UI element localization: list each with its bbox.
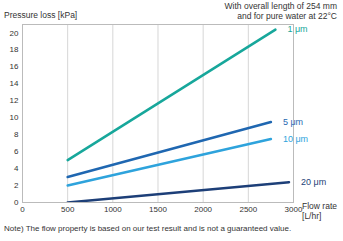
- svg-text:1500: 1500: [149, 205, 167, 214]
- svg-text:20: 20: [10, 29, 19, 38]
- svg-text:2500: 2500: [239, 205, 257, 214]
- svg-text:1000: 1000: [104, 205, 122, 214]
- svg-text:10: 10: [10, 113, 19, 122]
- svg-text:4: 4: [14, 164, 19, 173]
- svg-text:0: 0: [20, 205, 25, 214]
- html-text:Flow rate [L/hr]: Flow rate [L/hr]: [302, 201, 337, 221]
- svg-text:8: 8: [14, 130, 19, 139]
- html-text:With overall length of 254 mm: With overall length of 254 mm and for pu…: [224, 1, 337, 21]
- svg-text:3000: 3000: [285, 205, 303, 214]
- svg-text:10 μm: 10 μm: [283, 134, 308, 144]
- svg-text:1 μm: 1 μm: [287, 24, 307, 34]
- svg-text:12: 12: [10, 96, 19, 105]
- svg-text:14: 14: [10, 79, 19, 88]
- svg-text:2: 2: [14, 181, 19, 190]
- svg-text:18: 18: [10, 45, 19, 54]
- svg-text:20 μm: 20 μm: [301, 177, 326, 187]
- svg-text:500: 500: [61, 205, 75, 214]
- svg-text:16: 16: [10, 62, 19, 71]
- html-text:Pressure loss [kPa]: Pressure loss [kPa]: [4, 10, 78, 20]
- svg-text:6: 6: [14, 147, 19, 156]
- svg-text:5 μm: 5 μm: [283, 117, 303, 127]
- html-text:Note) The flow property is bas: Note) The flow property is based on our …: [4, 224, 292, 233]
- svg-text:2000: 2000: [194, 205, 212, 214]
- svg-text:0: 0: [14, 198, 19, 207]
